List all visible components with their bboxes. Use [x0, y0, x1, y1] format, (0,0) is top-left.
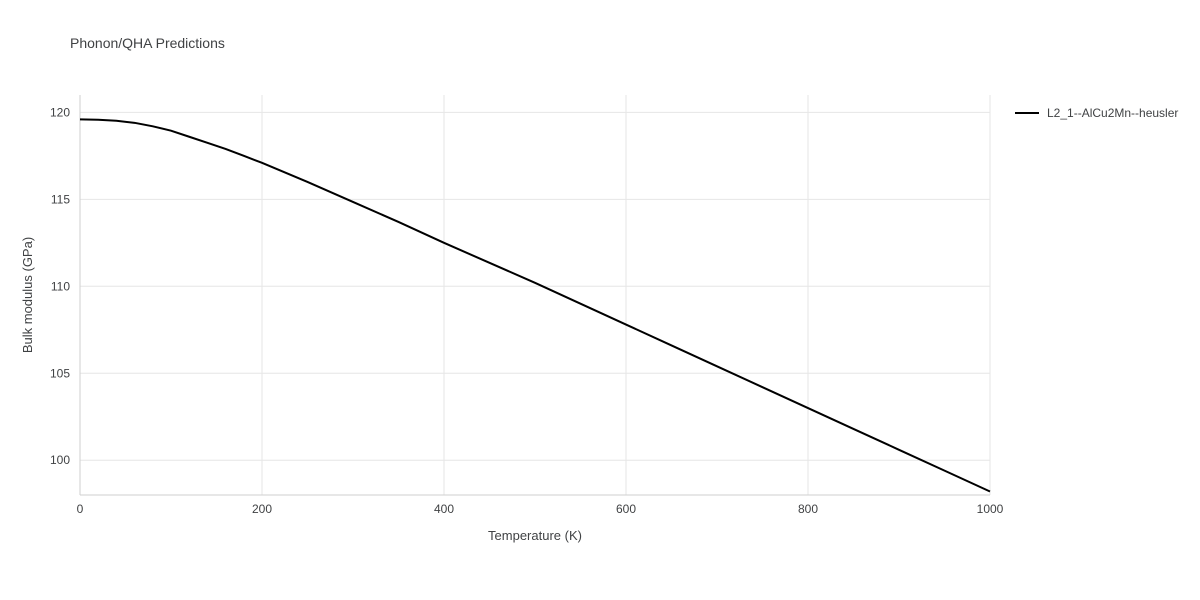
legend-label: L2_1--AlCu2Mn--heusler: [1047, 106, 1178, 120]
y-axis-label: Bulk modulus (GPa): [20, 237, 35, 353]
y-tick-label: 100: [50, 453, 70, 467]
y-tick-label: 110: [51, 279, 70, 293]
y-tick-label: 115: [51, 192, 70, 206]
legend-swatch: [1015, 112, 1039, 114]
y-tick-label: 105: [50, 366, 70, 380]
series-line: [80, 119, 990, 491]
chart-svg: 0 200 400 600 800 1000 100 105 110 115 120 Temperat…: [0, 0, 1200, 600]
x-tick-label: 600: [616, 502, 636, 516]
x-tick-label: 800: [798, 502, 818, 516]
legend: L2_1--AlCu2Mn--heusler: [1015, 106, 1178, 120]
x-axis-label: Temperature (K): [488, 528, 582, 543]
chart-container: Phonon/QHA Predictions 02004006008001000…: [0, 0, 1200, 600]
x-tick-label: 400: [434, 502, 454, 516]
x-tick-label: 200: [252, 502, 272, 516]
x-tick-label: 1000: [977, 502, 1004, 516]
y-tick-label: 120: [50, 105, 70, 119]
x-tick-label: 0: [77, 502, 84, 516]
